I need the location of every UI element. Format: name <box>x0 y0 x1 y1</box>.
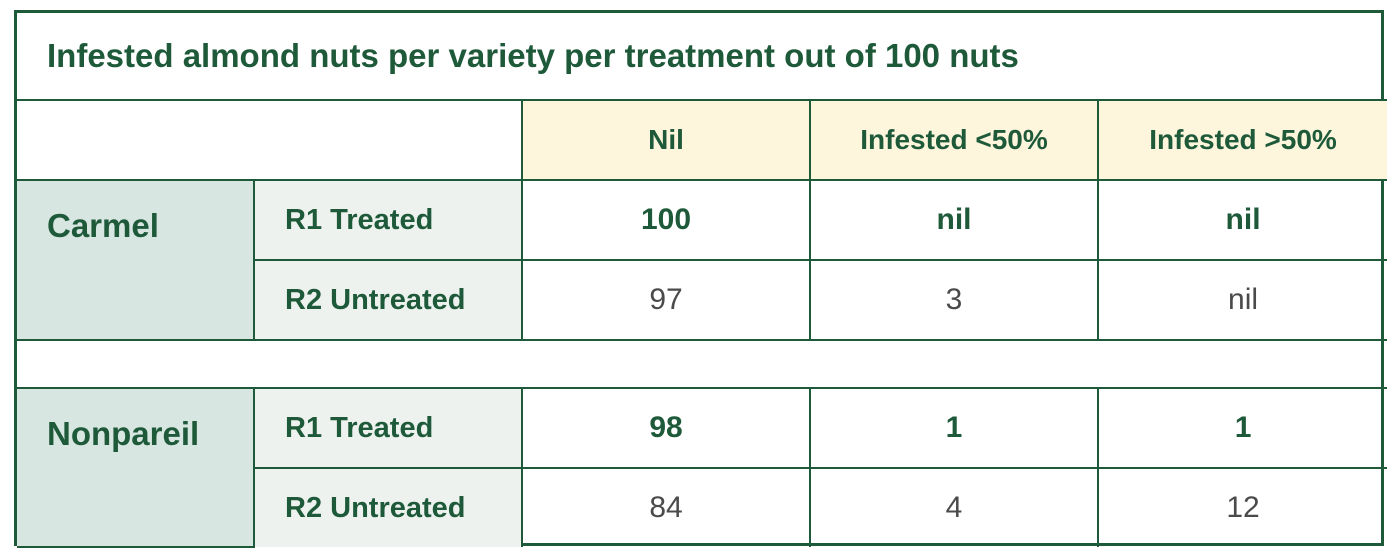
value-cell: 97 <box>521 259 811 341</box>
value-cell: 100 <box>521 179 811 261</box>
column-header-nil: Nil <box>521 99 811 181</box>
value-cell: nil <box>1096 179 1388 261</box>
value-cell: nil <box>809 179 1099 261</box>
treatment-cell: R1 Treated <box>253 387 523 469</box>
variety-label: Nonpareil <box>47 415 200 452</box>
value-cell: 12 <box>1096 467 1388 547</box>
table-row: R2 Untreated 84 4 12 <box>17 467 1388 547</box>
variety-cell-nonpareil: Nonpareil <box>17 387 255 548</box>
value-cell: 3 <box>809 259 1099 341</box>
value-cell: 4 <box>809 467 1099 547</box>
value-cell: nil <box>1096 259 1388 341</box>
treatment-cell: R1 Treated <box>253 179 523 261</box>
variety-cell-carmel: Carmel <box>17 179 255 341</box>
value-cell: 1 <box>1096 387 1388 469</box>
table-row: Carmel R1 Treated 100 nil nil <box>17 179 1388 341</box>
value-cell: 84 <box>521 467 811 547</box>
table-row: R2 Untreated 97 3 nil <box>17 259 1388 341</box>
treatment-cell: R2 Untreated <box>253 259 523 341</box>
table-frame: Infested almond nuts per variety per tre… <box>14 10 1388 548</box>
infestation-table: Infested almond nuts per variety per tre… <box>17 13 1388 548</box>
table-row: Nonpareil R1 Treated 98 1 1 <box>17 387 1388 548</box>
column-header-infested-under-50: Infested <50% <box>809 99 1099 181</box>
variety-label: Carmel <box>47 207 159 244</box>
treatment-cell: R2 Untreated <box>253 467 523 547</box>
header-blank-cell <box>17 99 523 181</box>
column-header-infested-over-50: Infested >50% <box>1096 99 1388 181</box>
value-cell: 98 <box>521 387 811 469</box>
table-title: Infested almond nuts per variety per tre… <box>17 13 1388 101</box>
group-spacer-row <box>17 339 1388 389</box>
value-cell: 1 <box>809 387 1099 469</box>
